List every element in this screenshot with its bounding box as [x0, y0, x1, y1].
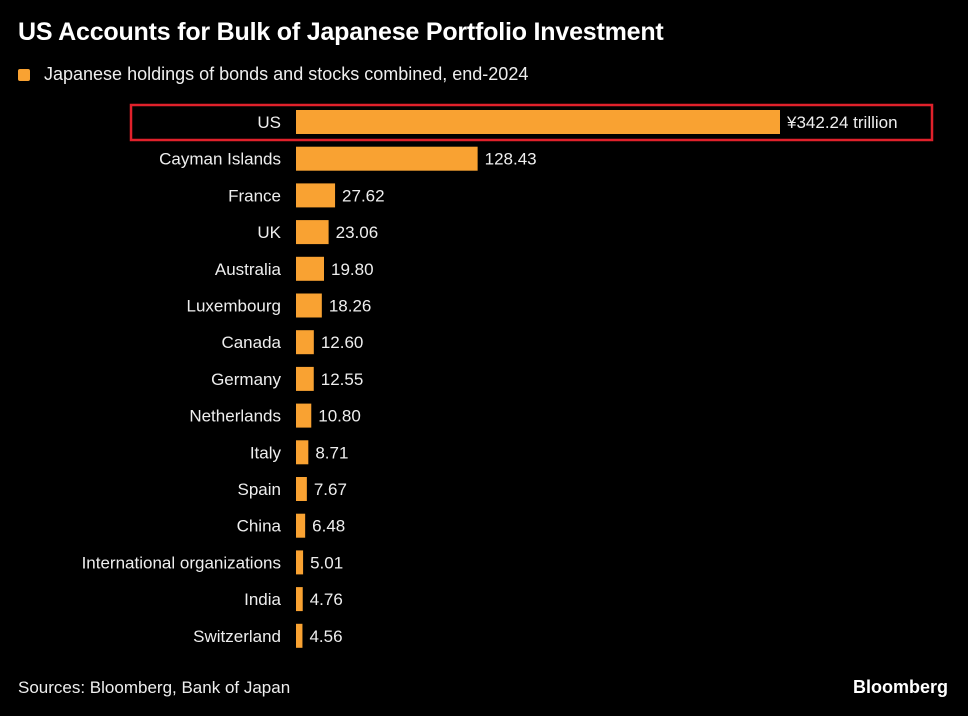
bar-international-organizations [296, 550, 304, 575]
bar-canada [296, 330, 314, 355]
category-label: Italy [250, 443, 282, 462]
bar-uk [296, 220, 329, 245]
category-label: India [244, 590, 281, 609]
value-label: 4.76 [310, 590, 343, 609]
bar-france [296, 183, 336, 208]
bar-luxembourg [296, 293, 322, 318]
category-label: UK [257, 223, 281, 242]
chart-title: US Accounts for Bulk of Japanese Portfol… [18, 18, 664, 46]
legend-swatch [18, 68, 30, 81]
value-label: 7.67 [314, 480, 347, 499]
category-label: International organizations [82, 553, 281, 572]
value-label: 12.55 [321, 370, 364, 389]
value-label: 23.06 [336, 223, 379, 242]
category-label: Luxembourg [186, 297, 281, 316]
legend-label: Japanese holdings of bonds and stocks co… [44, 64, 529, 84]
bar-spain [296, 477, 307, 501]
bar-switzerland [296, 623, 303, 648]
bar-cayman-islands [296, 146, 478, 171]
value-label: 18.26 [329, 297, 372, 316]
category-label: France [228, 186, 281, 205]
value-label: 12.60 [321, 333, 364, 352]
value-label: 128.43 [485, 150, 537, 169]
source-note: Sources: Bloomberg, Bank of Japan [18, 678, 291, 697]
bar-italy [296, 440, 309, 465]
category-label: Cayman Islands [159, 150, 281, 169]
category-label: Spain [238, 480, 281, 499]
value-label: 27.62 [342, 186, 385, 205]
bar-netherlands [296, 403, 312, 428]
category-label: US [257, 113, 281, 132]
bar-china [296, 513, 306, 538]
bloomberg-logo: Bloomberg [852, 677, 948, 697]
value-label: 5.01 [310, 553, 343, 572]
bar-australia [296, 256, 325, 281]
category-label: Netherlands [189, 407, 281, 426]
category-label: Canada [221, 333, 281, 352]
value-label: 4.56 [309, 627, 342, 646]
value-label: 8.71 [315, 443, 348, 462]
value-label: 10.80 [318, 407, 361, 426]
value-label: 19.80 [331, 260, 374, 279]
value-label: 6.48 [312, 517, 345, 536]
value-label: ¥342.24 trillion [786, 113, 898, 132]
bar-us [296, 110, 780, 134]
category-label: Germany [211, 370, 281, 389]
legend: Japanese holdings of bonds and stocks co… [18, 64, 528, 85]
bar-india [296, 587, 303, 612]
category-label: Australia [215, 260, 282, 279]
highlight-box [129, 103, 934, 142]
bar-germany [296, 366, 314, 391]
category-label: Switzerland [193, 627, 281, 646]
category-label: China [237, 517, 282, 536]
